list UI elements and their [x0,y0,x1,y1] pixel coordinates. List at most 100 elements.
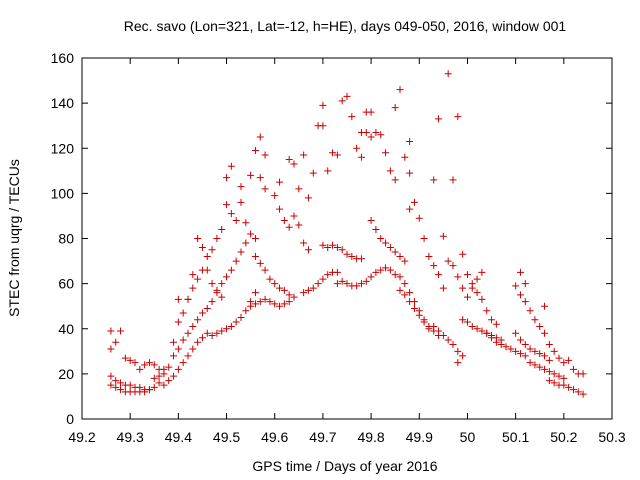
data-point [329,241,337,249]
data-point [459,352,467,360]
y-axis-label: STEC from uqrg / TECUs [6,159,22,317]
y-tick-label: 100 [51,185,75,201]
data-point [406,137,414,145]
chart-title: Rec. savo (Lon=321, Lat=-12, h=HE), days… [124,18,567,34]
data-point [189,271,197,279]
data-point [565,356,573,364]
data-point [478,295,486,303]
data-point [406,169,414,177]
data-point [439,232,447,240]
data-point [329,149,337,157]
data-point [261,266,269,274]
data-point [555,372,563,380]
data-point [227,162,235,170]
data-point [261,185,269,193]
data-point [223,201,231,209]
data-point [251,253,259,261]
y-tick-label: 120 [51,140,75,156]
data-point [290,212,298,220]
data-point [165,377,173,385]
data-point [112,338,120,346]
data-point [406,205,414,213]
data-point [454,359,462,367]
data-point [521,280,529,288]
data-point [401,257,409,265]
data-point [420,235,428,242]
data-point [324,244,332,252]
data-point [579,370,587,378]
x-tick-label: 50.1 [502,429,529,445]
data-point [338,97,346,105]
data-point [536,322,544,330]
data-point [280,300,288,308]
x-tick-label: 49.6 [261,429,288,445]
data-point [550,370,558,378]
data-point [271,192,279,200]
data-point [541,365,549,373]
data-point [194,275,202,283]
data-point [256,174,264,182]
data-point [150,374,158,382]
x-tick-label: 49.8 [357,429,384,445]
data-point [507,345,515,353]
data-point [353,282,361,290]
data-point [247,230,255,238]
data-point [459,316,467,324]
data-point [290,160,298,168]
data-point [179,336,187,344]
data-point [343,280,351,288]
y-tick-label: 140 [51,95,75,111]
data-point [502,343,510,351]
data-point [266,298,274,306]
data-point [435,327,443,335]
data-point [545,341,553,349]
data-point [131,359,139,367]
data-point [155,372,163,380]
data-point [410,304,418,312]
x-axis-label: GPS time / Days of year 2016 [252,458,437,474]
data-point [454,347,462,355]
x-tick-label: 49.9 [406,429,433,445]
data-point [569,365,577,373]
data-point [271,300,279,308]
data-point [420,318,428,326]
data-point [555,354,563,362]
x-tick-label: 50.2 [550,429,577,445]
data-point [136,365,144,373]
data-point [372,225,380,233]
data-point [256,133,264,141]
data-point [435,271,443,279]
data-point [550,379,558,387]
data-point [324,167,332,175]
data-point [237,198,245,206]
data-point [386,244,394,252]
data-point [112,377,120,385]
data-point [377,235,385,242]
data-point [232,318,240,326]
data-point [483,307,491,315]
data-point [357,153,365,161]
data-point [459,284,467,292]
y-tick-label: 20 [58,366,74,382]
data-point [256,298,264,306]
data-point [198,309,206,317]
data-point [203,329,211,337]
data-point [348,113,356,121]
data-point [203,266,211,274]
data-point [521,352,529,360]
data-point [444,70,452,78]
data-point [367,216,375,224]
data-point [574,388,582,396]
data-point [141,361,149,369]
data-point [362,277,370,285]
data-point [550,347,558,355]
data-point [531,347,539,355]
data-point [382,264,390,272]
data-point [526,359,534,367]
data-point [396,86,404,94]
data-point [117,379,125,387]
data-point [473,275,481,283]
data-point [473,325,481,333]
data-point [223,174,231,182]
data-point [560,359,568,367]
